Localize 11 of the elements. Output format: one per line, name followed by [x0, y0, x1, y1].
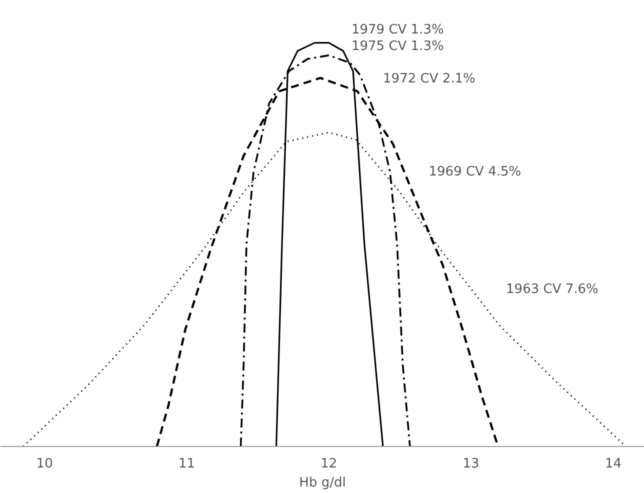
- annotation: 1969 CV 4.5%: [428, 164, 522, 180]
- annotation: 1975 CV 1.3%: [351, 38, 444, 54]
- text: 1979 CV 1.3%: [351, 22, 444, 38]
- annotation: 1963 CV 7.6%: [506, 282, 598, 298]
- x-axis-title: Hb g/dl: [299, 476, 346, 490]
- x-tick-label: 11: [178, 456, 196, 472]
- x-tick-label: 10: [36, 456, 53, 472]
- annotation: 1972 CV 2.1%: [383, 71, 476, 86]
- x-tick-label: 13: [462, 456, 480, 472]
- x-tick-label: 12: [320, 456, 338, 472]
- x-tick-label: 14: [604, 456, 622, 472]
